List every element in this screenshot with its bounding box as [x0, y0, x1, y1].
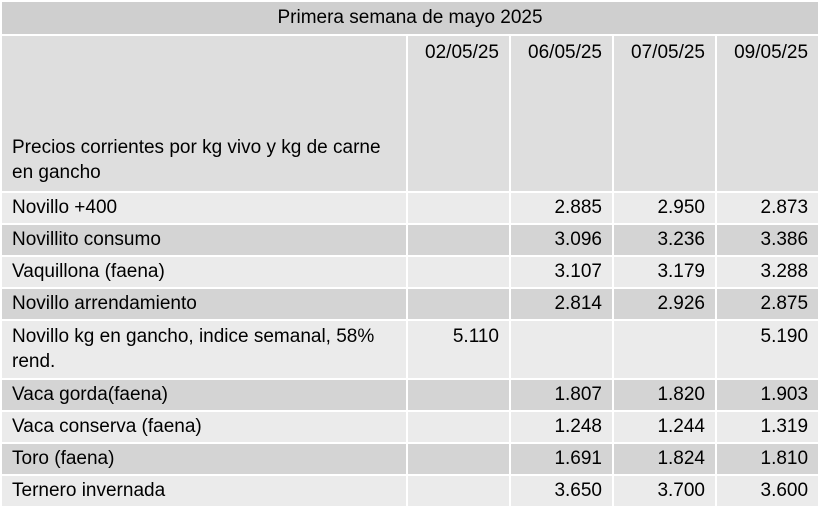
price-cell: [406, 474, 511, 508]
price-cell: [406, 378, 511, 412]
row-label: Novillo arrendamiento: [0, 287, 408, 321]
table-row: Novillo kg en gancho, indice semanal, 58…: [0, 319, 819, 380]
row-label: Novillo kg en gancho, indice semanal, 58…: [0, 319, 408, 380]
table-row: Toro (faena) 1.691 1.824 1.810: [0, 442, 819, 476]
price-cell: 3.107: [509, 255, 614, 289]
price-cell: 1.807: [509, 378, 614, 412]
price-cell: [406, 442, 511, 476]
price-cell: 1.691: [509, 442, 614, 476]
price-cell: [406, 191, 511, 225]
table-row: Vaca conserva (faena) 1.248 1.244 1.319: [0, 410, 819, 444]
table-row: Novillito consumo 3.096 3.236 3.386: [0, 223, 819, 257]
price-cell: 3.386: [714, 223, 819, 257]
table-row: Novillo arrendamiento 2.814 2.926 2.875: [0, 287, 819, 321]
price-cell: [406, 255, 511, 289]
table-row: Ternero invernada 3.650 3.700 3.600: [0, 474, 819, 508]
price-cell: [406, 410, 511, 444]
price-cell: 3.650: [509, 474, 614, 508]
price-cell: 1.824: [612, 442, 717, 476]
row-label: Vaca conserva (faena): [0, 410, 408, 444]
column-header-date: 09/05/25: [714, 34, 819, 193]
price-cell: 5.190: [714, 319, 819, 380]
price-cell: 2.926: [612, 287, 717, 321]
price-cell: [509, 319, 614, 380]
price-cell: 3.179: [612, 255, 717, 289]
price-cell: 3.236: [612, 223, 717, 257]
price-cell: 3.600: [714, 474, 819, 508]
price-cell: 1.810: [714, 442, 819, 476]
row-label: Vaquillona (faena): [0, 255, 408, 289]
price-cell: 2.950: [612, 191, 717, 225]
row-label: Vaca gorda(faena): [0, 378, 408, 412]
price-cell: 1.820: [612, 378, 717, 412]
price-cell: 3.096: [509, 223, 614, 257]
price-cell: 3.700: [612, 474, 717, 508]
price-cell: 2.885: [509, 191, 614, 225]
column-header-date: 06/05/25: [509, 34, 614, 193]
table-title-row: Primera semana de mayo 2025: [0, 0, 819, 36]
price-cell: 2.875: [714, 287, 819, 321]
price-cell: 3.288: [714, 255, 819, 289]
table-header-row: Precios corrientes por kg vivo y kg de c…: [0, 34, 819, 193]
row-label: Novillo +400: [0, 191, 408, 225]
table-title: Primera semana de mayo 2025: [0, 0, 819, 36]
price-cell: 1.244: [612, 410, 717, 444]
price-cell: 1.903: [714, 378, 819, 412]
row-label: Novillito consumo: [0, 223, 408, 257]
price-cell: 1.319: [714, 410, 819, 444]
price-cell: 2.873: [714, 191, 819, 225]
price-cell: [406, 223, 511, 257]
table-row: Vaca gorda(faena) 1.807 1.820 1.903: [0, 378, 819, 412]
column-header-date: 07/05/25: [612, 34, 717, 193]
price-cell: 1.248: [509, 410, 614, 444]
price-cell: 2.814: [509, 287, 614, 321]
price-cell: [612, 319, 717, 380]
price-cell: 5.110: [406, 319, 511, 380]
row-label: Ternero invernada: [0, 474, 408, 508]
header-label: Precios corrientes por kg vivo y kg de c…: [0, 34, 408, 193]
price-cell: [406, 287, 511, 321]
column-header-date: 02/05/25: [406, 34, 511, 193]
row-label: Toro (faena): [0, 442, 408, 476]
table-row: Vaquillona (faena) 3.107 3.179 3.288: [0, 255, 819, 289]
table-row: Novillo +400 2.885 2.950 2.873: [0, 191, 819, 225]
